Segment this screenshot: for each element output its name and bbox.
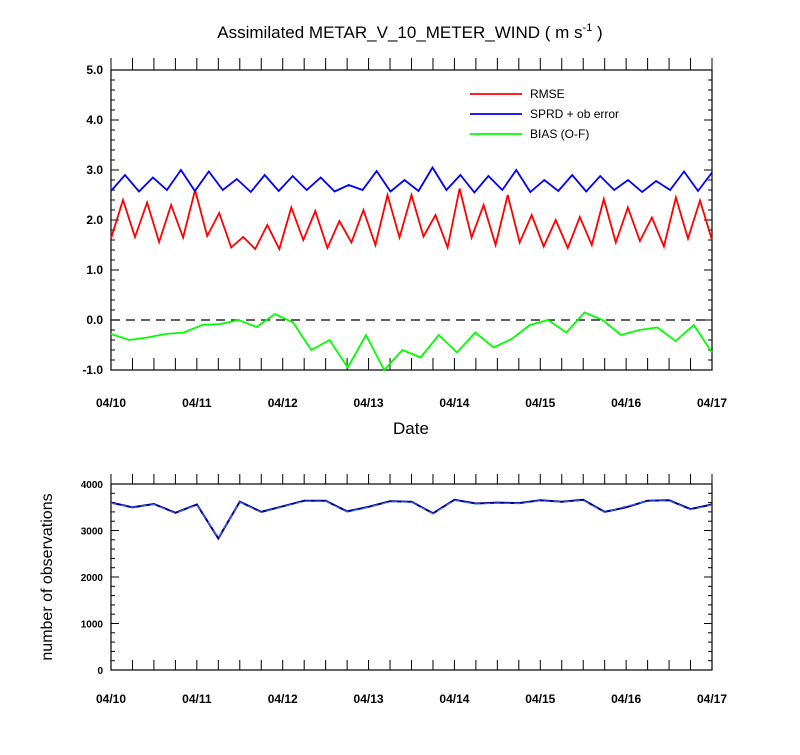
series-line-sprd-ob-error <box>110 165 713 194</box>
y-tick-label: 2.0 <box>86 213 103 227</box>
x-tick-label: 04/10 <box>96 692 126 706</box>
x-axis-label: Date <box>393 419 429 438</box>
x-tick-label: 04/17 <box>697 692 727 706</box>
y-tick-label: 0 <box>97 666 103 677</box>
y-tick-label: -1.0 <box>82 363 103 377</box>
x-tick-label: 04/12 <box>268 396 298 410</box>
y-tick-label: 1.0 <box>86 263 103 277</box>
y-tick-label: 0.0 <box>86 313 103 327</box>
x-tick-label: 04/12 <box>268 692 298 706</box>
x-tick-label: 04/14 <box>439 396 469 410</box>
x-tick-label: 04/13 <box>354 396 384 410</box>
x-tick-label: 04/15 <box>525 396 555 410</box>
y-tick-label: 3000 <box>81 527 104 538</box>
x-tick-label: 04/14 <box>439 692 469 706</box>
y-tick-label: 4.0 <box>86 113 103 127</box>
x-tick-label: 04/16 <box>611 692 641 706</box>
legend-label: RMSE <box>530 87 565 101</box>
chart-title: Assimilated METAR_V_10_METER_WIND ( m s-… <box>217 22 602 42</box>
y-tick-label: 1000 <box>81 620 104 631</box>
y-tick-label: 4000 <box>81 480 104 491</box>
x-tick-label: 04/10 <box>96 396 126 410</box>
x-tick-label: 04/15 <box>525 692 555 706</box>
x-tick-label: 04/17 <box>697 396 727 410</box>
y-axis-label: number of observations <box>39 493 56 660</box>
x-tick-label: 04/16 <box>611 396 641 410</box>
y-tick-label: 5.0 <box>86 63 103 77</box>
y-tick-label: 2000 <box>81 573 104 584</box>
x-tick-label: 04/11 <box>182 396 212 410</box>
legend-label: BIAS (O-F) <box>530 127 589 141</box>
legend-label: SPRD + ob error <box>530 107 619 121</box>
x-tick-label: 04/11 <box>182 692 212 706</box>
x-tick-label: 04/13 <box>354 692 384 706</box>
series-line-rmse <box>110 188 713 252</box>
y-tick-label: 3.0 <box>86 163 103 177</box>
series-line-bias-o-f- <box>110 311 713 372</box>
obs-count-line-1 <box>110 499 713 540</box>
obs-count-line-0 <box>110 498 713 541</box>
